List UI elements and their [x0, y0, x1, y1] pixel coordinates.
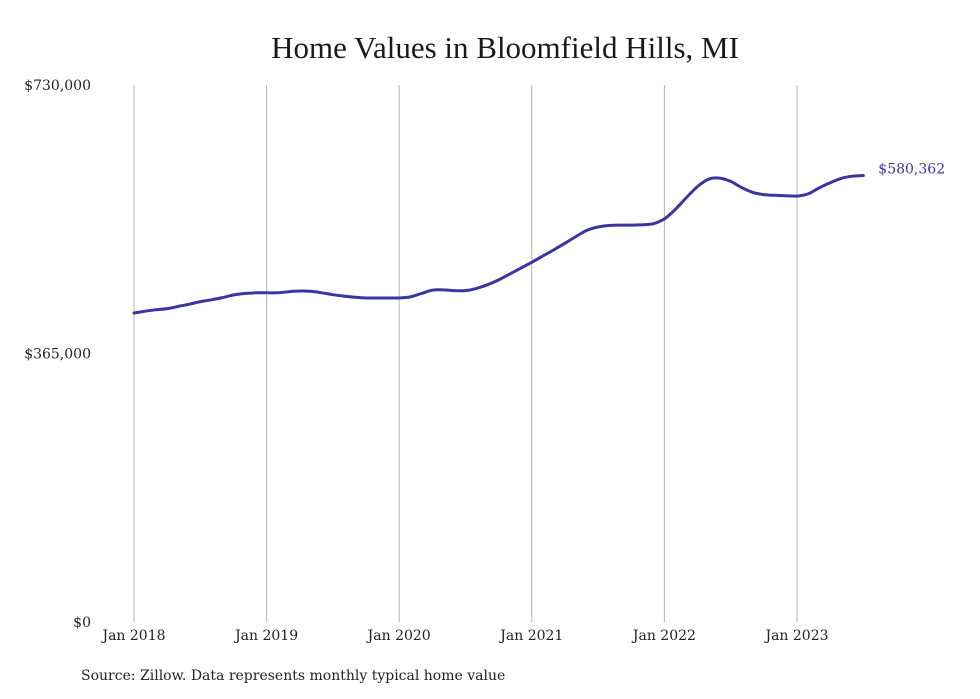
y-tick-label: $0 [73, 615, 91, 631]
y-tick-label: $365,000 [24, 347, 91, 363]
x-tick-label: Jan 2020 [366, 628, 431, 644]
x-tick-label: Jan 2019 [233, 628, 298, 644]
chart-title: Home Values in Bloomfield Hills, MI [271, 30, 739, 65]
source-note: Source: Zillow. Data represents monthly … [81, 668, 506, 684]
x-tick-label: Jan 2023 [763, 628, 828, 644]
x-tick-label: Jan 2021 [498, 628, 563, 644]
series-line [132, 174, 865, 315]
end-value-label: $580,362 [878, 161, 945, 177]
y-tick-label: $730,000 [24, 78, 91, 94]
x-tick-label: Jan 2018 [100, 628, 165, 644]
x-tick-label: Jan 2022 [631, 628, 696, 644]
